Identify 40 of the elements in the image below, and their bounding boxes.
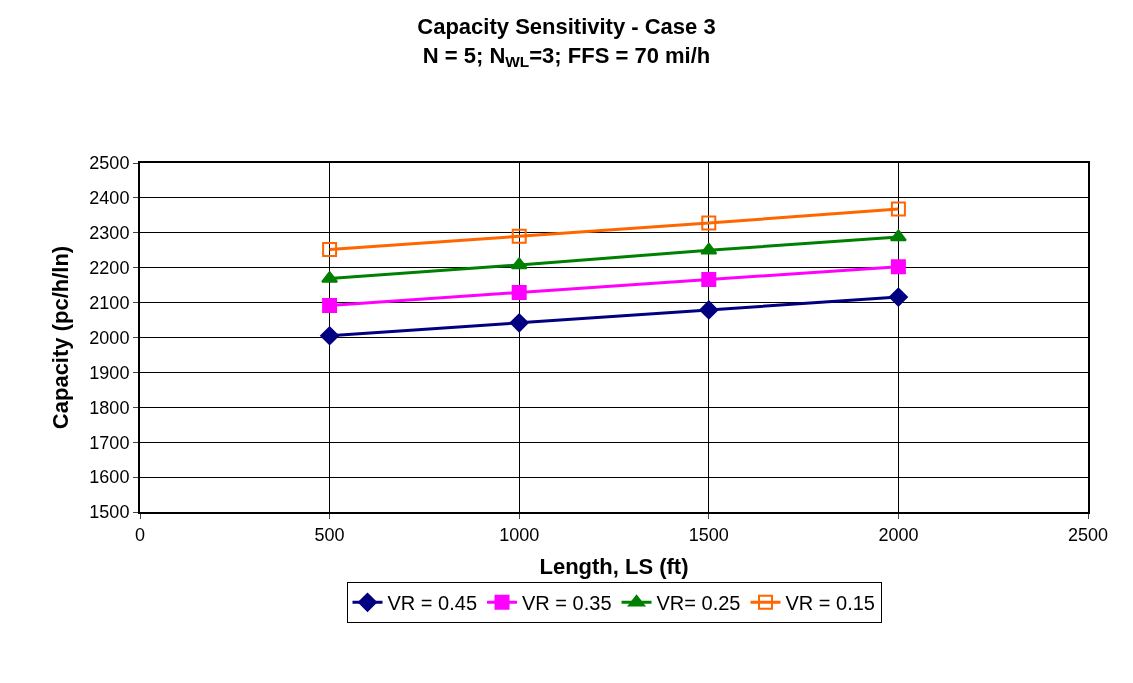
y-tick-label: 2000 [89, 327, 130, 348]
chart-subtitle: N = 5; N$_{WL}$=3; FFS = 70 mi/h [422, 42, 711, 71]
y-tick-label: 1900 [89, 362, 130, 383]
legend-label: VR = 0.45 [387, 592, 478, 615]
x-tick-label: 2000 [878, 524, 919, 545]
y-tick-label: 1500 [89, 502, 130, 523]
point [889, 229, 907, 242]
legend-label: VR = 0.35 [522, 592, 612, 615]
point [510, 257, 528, 270]
point [701, 272, 717, 288]
y-tick-label: 2100 [89, 292, 130, 313]
y-tick-label: 1700 [89, 432, 130, 453]
point [511, 228, 527, 244]
x-tick-label: 0 [134, 524, 146, 545]
point [511, 284, 527, 300]
point [322, 242, 338, 258]
legend-label: VR= 0.25 [656, 592, 741, 615]
point [890, 259, 906, 275]
y-tick-label: 2400 [89, 188, 130, 209]
y-tick-label: 2500 [89, 153, 130, 174]
point [322, 297, 338, 313]
y-tick-label: 2300 [89, 223, 130, 244]
point [890, 201, 906, 217]
point [699, 300, 719, 320]
x-tick-label: 500 [314, 524, 345, 545]
chart-title: Capacity Sensitivity - Case 3 [417, 14, 716, 40]
x-axis-title: Length, LS (ft) [539, 554, 689, 579]
point [700, 242, 718, 255]
x-tick-label: 2500 [1067, 524, 1109, 545]
point [320, 326, 340, 346]
x-tick-label: 1500 [688, 524, 729, 545]
y-axis-title: Capacity (pc/h/ln) [47, 245, 73, 430]
legend-label: VR = 0.15 [785, 592, 875, 615]
y-tick-label: 1600 [89, 467, 130, 488]
x-tick-label: 1000 [499, 524, 540, 545]
y-tick-label: 1800 [89, 397, 130, 418]
y-tick-label: 2200 [89, 258, 130, 278]
point [509, 313, 529, 333]
point [701, 215, 717, 231]
point [888, 287, 908, 307]
